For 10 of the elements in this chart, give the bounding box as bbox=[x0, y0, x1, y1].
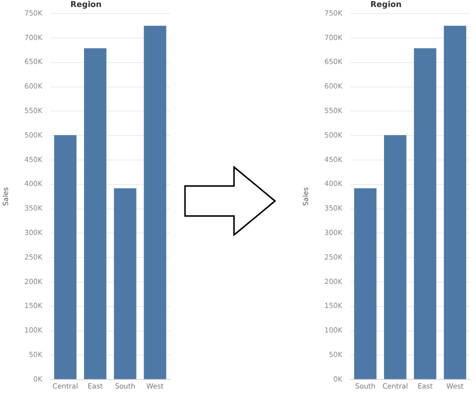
bar bbox=[144, 26, 166, 380]
chart-title: Region bbox=[70, 0, 102, 9]
chart-title: Region bbox=[370, 0, 402, 9]
bar bbox=[114, 188, 136, 380]
bar bbox=[354, 188, 376, 380]
bar bbox=[384, 135, 406, 380]
bar bbox=[84, 48, 106, 380]
bar bbox=[414, 48, 436, 380]
bar bbox=[444, 26, 466, 380]
bar bbox=[54, 135, 76, 380]
